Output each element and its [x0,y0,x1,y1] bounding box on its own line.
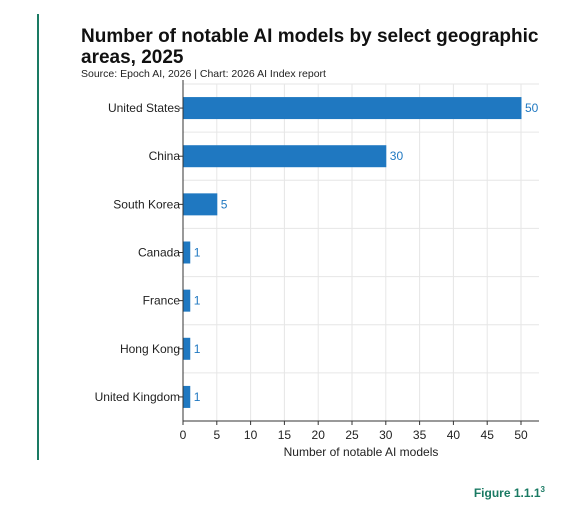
bar [183,97,522,120]
figure-label: Figure 1.1.13 [460,485,545,500]
value-label: 50 [525,101,539,115]
figure-label-superscript: 3 [540,485,545,494]
x-tick-label: 30 [379,428,393,442]
x-tick-label: 15 [278,428,292,442]
bar [183,289,191,312]
value-label: 1 [194,390,201,404]
bar [183,241,191,264]
value-label: 1 [194,294,201,308]
category-label: China [149,149,181,163]
x-tick-label: 5 [213,428,220,442]
figure-label-text: Figure 1.1.1 [473,486,541,500]
x-tick-label: 10 [244,428,258,442]
category-label: France [143,294,181,308]
x-axis-title: Number of notable AI models [284,445,439,459]
category-label: Canada [138,246,180,260]
bar [183,193,218,216]
bar-layer [183,97,522,408]
grid-layer [179,80,539,425]
chart-title: Number of notable AI models by select ge… [81,26,539,68]
value-label: 30 [390,149,404,163]
category-label: United States [108,101,180,115]
bar [183,337,191,360]
x-tick-label: 25 [345,428,359,442]
value-label: 5 [221,197,228,211]
accent-rule [37,14,39,460]
x-tick-label: 35 [413,428,427,442]
chart-source: Source: Epoch AI, 2026 | Chart: 2026 AI … [81,68,326,80]
bar [183,145,387,168]
x-tick-label: 40 [447,428,461,442]
x-tick-label: 45 [481,428,495,442]
bar [183,385,191,408]
x-tick-label: 20 [312,428,326,442]
category-label: United Kingdom [95,390,180,404]
category-label: South Korea [113,197,180,211]
x-tick-label: 0 [180,428,187,442]
category-label: Hong Kong [120,342,180,356]
x-tick-label: 50 [514,428,528,442]
value-label: 1 [194,246,201,260]
value-label: 1 [194,342,201,356]
